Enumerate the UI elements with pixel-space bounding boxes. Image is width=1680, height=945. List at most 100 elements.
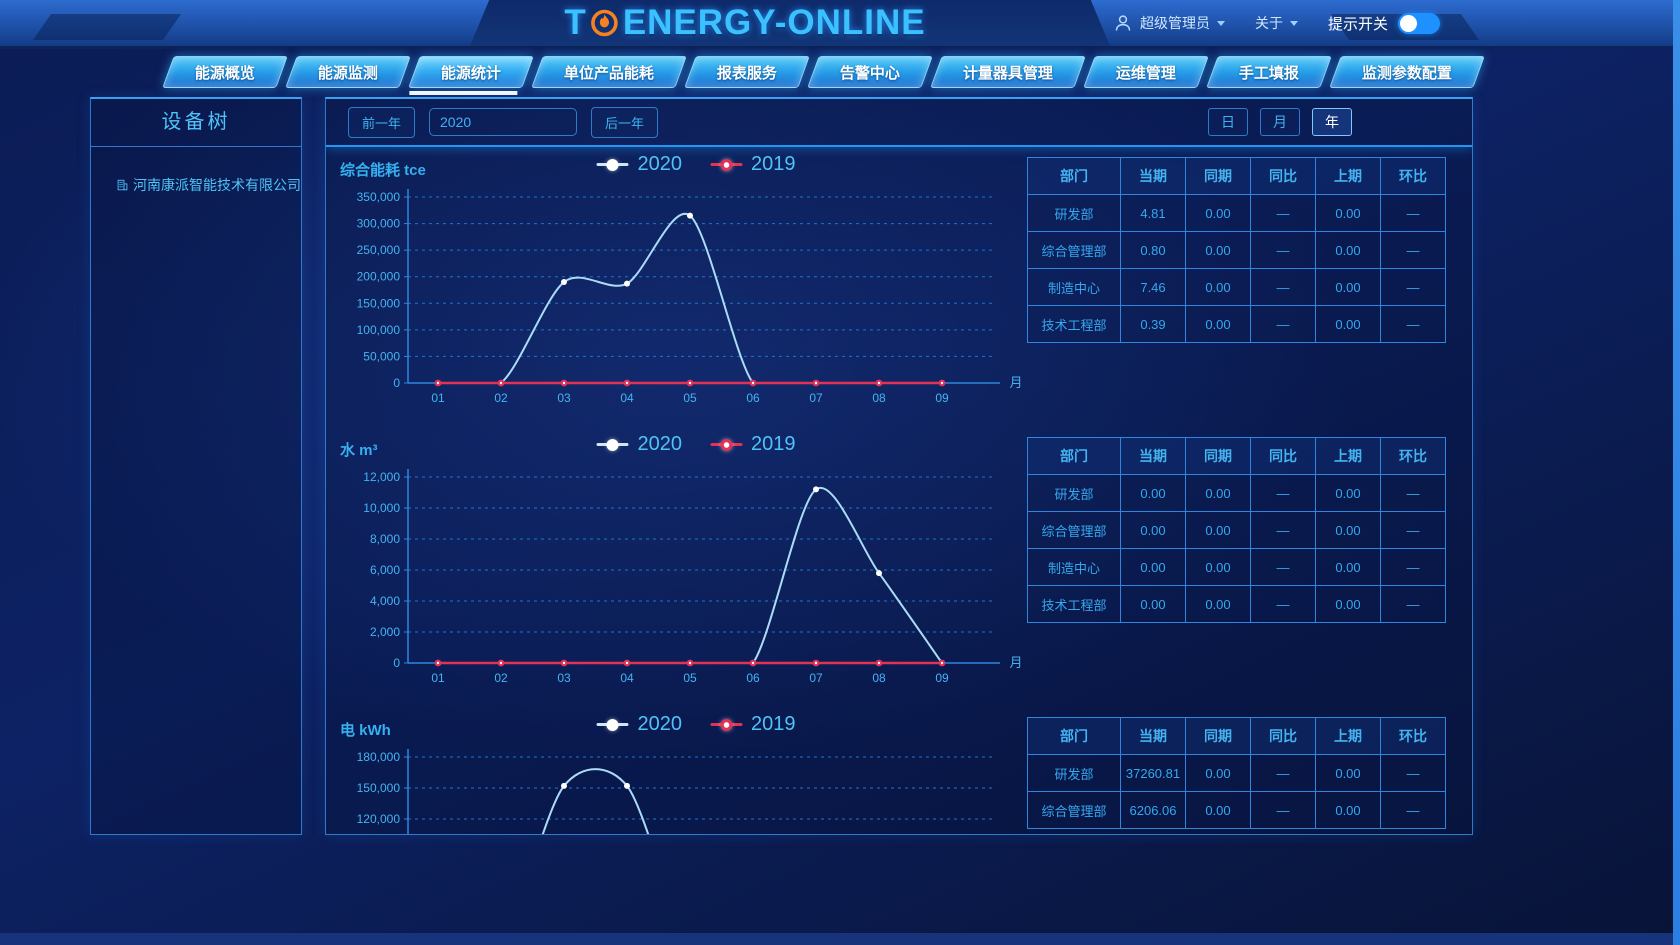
table-row: 研发部 4.81 0.00—0.00— — [1027, 194, 1446, 232]
legend-item-2019[interactable]: 2019 — [710, 433, 796, 456]
line-chart-2: 030,00060,00090,000120,000150,000180,000… — [357, 749, 992, 834]
x-tick-label: 02 — [494, 391, 508, 405]
data-point-2020 — [687, 212, 693, 219]
toggle-knob — [1400, 14, 1417, 32]
legend-marker-dot — [606, 438, 619, 451]
period-button-month[interactable]: 月 — [1260, 108, 1300, 136]
nav-tab-9[interactable]: 手工填报 — [1206, 56, 1332, 88]
data-point-center — [751, 661, 755, 665]
nav-tab-2[interactable]: 能源监测 — [285, 56, 411, 88]
period-button-day[interactable]: 日 — [1208, 108, 1248, 136]
table-cell: — — [1380, 474, 1446, 512]
x-tick-label: 06 — [746, 671, 760, 685]
table-cell: 0.00 — [1185, 305, 1251, 343]
legend-item-2020[interactable]: 2020 — [596, 713, 682, 736]
logo-text-suffix: ENERGY-ONLINE — [622, 3, 926, 42]
y-tick-label: 8,000 — [370, 532, 400, 546]
user-menu[interactable]: 超级管理员 — [1113, 13, 1225, 33]
nav-tab-label: 能源统计 — [441, 64, 502, 82]
data-point-center — [562, 381, 566, 385]
y-tick-label: 300,000 — [357, 217, 401, 231]
flame-icon — [591, 9, 619, 37]
table-header-cell: 同比 — [1250, 157, 1316, 195]
legend-item-2019[interactable]: 2019 — [710, 153, 796, 176]
table-cell: 0.00 — [1315, 511, 1381, 549]
legend-item-2020[interactable]: 2020 — [596, 433, 682, 456]
tree-item[interactable]: 河南康派智能技术有限公司 — [117, 175, 301, 195]
table-cell: 0.00 — [1185, 268, 1251, 306]
period-button-year[interactable]: 年 — [1312, 108, 1352, 136]
y-tick-label: 50,000 — [363, 349, 400, 363]
logo-text-prefix: T — [564, 3, 587, 42]
legend-marker-line — [596, 438, 629, 451]
table-cell: — — [1380, 548, 1446, 586]
table-header-row: 部门 当期 同期 同比 上期 环比 — [1027, 157, 1446, 195]
data-point-center — [814, 661, 818, 665]
table-cell: 0.00 — [1315, 548, 1381, 586]
nav-tab-4[interactable]: 单位产品能耗 — [531, 56, 687, 88]
nav-tab-10[interactable]: 监测参数配置 — [1329, 56, 1485, 88]
x-tick-label: 03 — [557, 391, 571, 405]
user-icon — [1115, 15, 1131, 31]
table-cell: 研发部 — [1027, 194, 1121, 232]
legend-item-2020[interactable]: 2020 — [596, 153, 682, 176]
table-cell: — — [1380, 754, 1446, 792]
nav-tab-3[interactable]: 能源统计 — [408, 56, 534, 88]
table-cell: 0.00 — [1185, 474, 1251, 512]
legend-marker-line — [710, 438, 742, 451]
data-point-2020 — [561, 279, 567, 286]
y-tick-label: 180,000 — [357, 750, 401, 764]
table-cell: — — [1380, 511, 1446, 549]
nav-tab-8[interactable]: 运维管理 — [1083, 56, 1209, 88]
y-tick-label: 350,000 — [357, 190, 401, 204]
table-cell: 技术工程部 — [1027, 305, 1121, 343]
x-tick-label: 07 — [809, 391, 823, 405]
series-line-2020 — [541, 768, 650, 834]
table-cell: 0.00 — [1315, 231, 1381, 269]
x-axis-unit: 月 — [1009, 375, 1022, 390]
nav-tab-6[interactable]: 告警中心 — [807, 56, 933, 88]
tip-toggle[interactable] — [1398, 12, 1440, 34]
year-input[interactable] — [429, 108, 578, 136]
header-actions: 超级管理员 关于 提示开关 — [1113, 0, 1440, 46]
y-tick-label: 10,000 — [363, 501, 400, 515]
nav-tabs: 能源概览 能源监测 能源统计 单位产品能耗 报表服务 告警中心 计量器具管理 运维管理 手工填报… — [162, 56, 1485, 88]
nav-tab-5[interactable]: 报表服务 — [684, 56, 810, 88]
table-cell: 0.00 — [1120, 511, 1186, 549]
section-water: 水 m³ 2020 2019 0 2,000 4,000 6,000 8,000 10,000 1… — [326, 427, 1472, 707]
nav-tab-label: 告警中心 — [840, 64, 901, 82]
table-cell: 0.00 — [1185, 231, 1251, 269]
nav-tab-label: 报表服务 — [717, 64, 778, 82]
scrollbar[interactable] — [1673, 0, 1680, 945]
table-header-cell: 上期 — [1315, 157, 1381, 195]
x-tick-label: 08 — [872, 391, 886, 405]
table-cell: 37260.81 — [1120, 754, 1186, 792]
section-electricity: 电 kWh20202019030,00060,00090,000120,0001… — [326, 707, 1472, 834]
y-tick-label: 2,000 — [370, 625, 400, 639]
legend-marker-line — [596, 718, 629, 731]
table-cell: 综合管理部 — [1027, 231, 1121, 269]
table-cell: 0.00 — [1315, 268, 1381, 306]
table-cell: 7.46 — [1120, 268, 1186, 306]
table-header-cell: 同期 — [1185, 157, 1251, 195]
nav-tab-label: 能源监测 — [318, 64, 379, 82]
legend-item-2019[interactable]: 2019 — [710, 713, 796, 736]
data-point-center — [625, 381, 629, 385]
table-row: 制造中心 0.00 0.00—0.00— — [1027, 548, 1446, 586]
nav-tab-1[interactable]: 能源概览 — [162, 56, 288, 88]
table-cell: 0.00 — [1185, 754, 1251, 792]
x-tick-label: 03 — [557, 671, 571, 685]
about-label: 关于 — [1254, 15, 1283, 31]
nav-tab-7[interactable]: 计量器具管理 — [930, 56, 1086, 88]
about-menu[interactable]: 关于 — [1255, 13, 1298, 33]
table-cell: — — [1380, 585, 1446, 623]
table-row: 综合管理部 6206.06 0.00—0.00— — [1027, 791, 1446, 829]
prev-year-button[interactable]: 前一年 — [348, 106, 416, 138]
main-panel: 前一年 后一年 日月年 综合能耗 tce20202019050,000100,0… — [325, 97, 1473, 835]
legend-marker-dot — [720, 718, 732, 731]
table-header-cell: 环比 — [1380, 437, 1446, 475]
tip-switch-group: 提示开关 — [1328, 12, 1440, 34]
data-point-center — [940, 661, 944, 665]
next-year-button[interactable]: 后一年 — [591, 106, 659, 138]
table-row: 研发部 37260.81 0.00—0.00— — [1027, 754, 1446, 792]
